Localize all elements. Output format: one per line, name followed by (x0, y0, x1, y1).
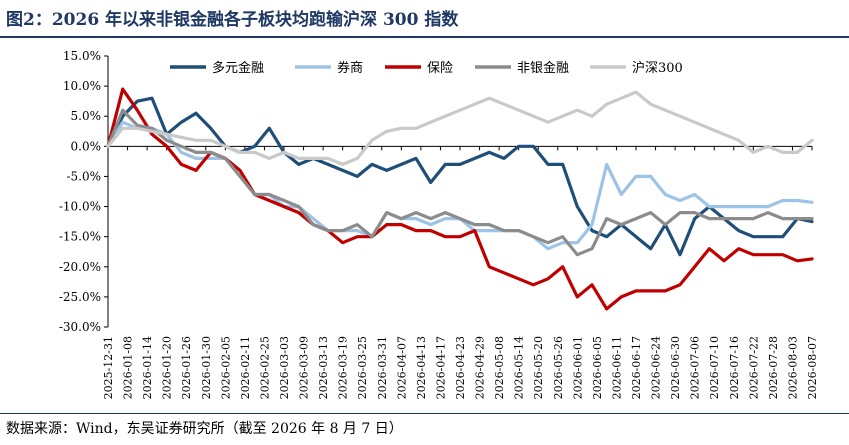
x-tick-label: 2026-04-13 (415, 336, 428, 399)
y-tick-label: -5.0% (66, 169, 101, 183)
chart-area: 15.0% 10.0% 5.0% 0.0% -5.0% -10.0% -15.0% -20.0… (0, 40, 849, 410)
legend-label: 券商 (337, 60, 363, 76)
series-line-3 (106, 108, 814, 257)
x-tick-label: 2026-06-05 (591, 336, 604, 399)
y-tick-label: -10.0% (59, 200, 101, 214)
line-chart: 15.0% 10.0% 5.0% 0.0% -5.0% -10.0% -15.0% -20.0… (59, 49, 819, 399)
x-tick-label: 2026-02-11 (239, 336, 252, 399)
y-tick-label: 10.0% (63, 79, 101, 93)
x-tick-label: 2026-02-25 (258, 336, 271, 399)
series-line-4 (106, 90, 814, 167)
page-title: 图2：2026 年以来非银金融各子板块均跑输沪深 300 指数 (6, 10, 459, 30)
x-tick-label: 2026-07-10 (708, 336, 721, 399)
legend-label: 沪深300 (632, 60, 683, 76)
y-tick-label: 15.0% (63, 49, 101, 63)
series-line-0 (106, 96, 814, 257)
x-tick-label: 2026-06-30 (669, 336, 682, 399)
x-tick-label: 2026-03-03 (278, 336, 291, 399)
x-tick-label: 2026-03-31 (376, 336, 389, 399)
source-note: 数据来源：Wind，东吴证券研究所（截至 2026 年 8 月 7 日） (6, 421, 403, 437)
legend-label: 保险 (427, 61, 453, 76)
x-tick-label: 2026-04-29 (474, 336, 487, 399)
x-tick-label: 2026-06-24 (650, 336, 663, 399)
x-tick-label: 2026-05-26 (552, 336, 565, 399)
x-tick-label: 2026-03-19 (337, 336, 350, 399)
x-tick-label: 2026-03-13 (317, 336, 330, 399)
x-tick-label: 2026-07-16 (728, 336, 741, 399)
y-tick-label: -30.0% (59, 320, 101, 334)
x-tick-label: 2026-03-25 (356, 336, 369, 399)
x-tick-label: 2026-07-22 (747, 336, 760, 399)
y-tick-label: -15.0% (59, 230, 101, 244)
title-divider (0, 36, 849, 38)
x-tick-label: 2026-05-14 (513, 336, 526, 399)
legend-label: 多元金融 (212, 60, 264, 76)
x-tick-label: 2026-01-30 (200, 336, 213, 399)
x-tick-label: 2026-07-28 (767, 336, 780, 399)
series-lines (106, 87, 814, 311)
y-tick-label: 0.0% (71, 139, 102, 153)
x-tick-label: 2026-04-07 (395, 336, 408, 399)
y-axis: 15.0% 10.0% 5.0% 0.0% -5.0% -10.0% -15.0% -20.0… (59, 49, 109, 334)
x-tick-label: 2026-01-14 (141, 336, 154, 399)
x-tick-label: 2026-02-05 (219, 336, 232, 399)
footer-divider (0, 413, 849, 414)
x-tick-label: 2026-05-08 (493, 336, 506, 399)
title-bar: 图2：2026 年以来非银金融各子板块均跑输沪深 300 指数 (0, 0, 849, 34)
x-tick-label: 2026-01-20 (161, 336, 174, 399)
x-tick-label: 2026-04-23 (454, 336, 467, 399)
x-tick-label: 2026-06-11 (610, 336, 623, 399)
x-axis: 2025-12-31 2026-01-08 2026-01-14 2026-01-20… (102, 145, 819, 399)
x-tick-label: 2026-07-06 (689, 336, 702, 399)
legend-label: 非银金融 (517, 60, 569, 76)
x-tick-label: 2026-01-08 (122, 336, 135, 399)
x-tick-label: 2026-01-26 (180, 336, 193, 399)
x-tick-label: 2026-08-07 (806, 336, 819, 399)
legend: 多元金融 券商 保险 非银金融 沪深300 (170, 60, 683, 76)
x-tick-label: 2026-05-20 (532, 336, 545, 399)
x-tick-label: 2026-06-17 (630, 336, 643, 399)
series-line-2 (106, 87, 814, 311)
x-tick-label: 2026-06-01 (571, 336, 584, 399)
x-tick-label: 2026-03-09 (298, 336, 311, 399)
x-tick-label: 2026-04-17 (434, 336, 447, 399)
x-tick-label: 2026-08-03 (786, 336, 799, 399)
y-tick-label: -25.0% (59, 290, 101, 304)
y-tick-label: -20.0% (59, 260, 101, 274)
x-tick-label: 2025-12-31 (102, 336, 115, 399)
y-tick-label: 5.0% (71, 109, 102, 123)
